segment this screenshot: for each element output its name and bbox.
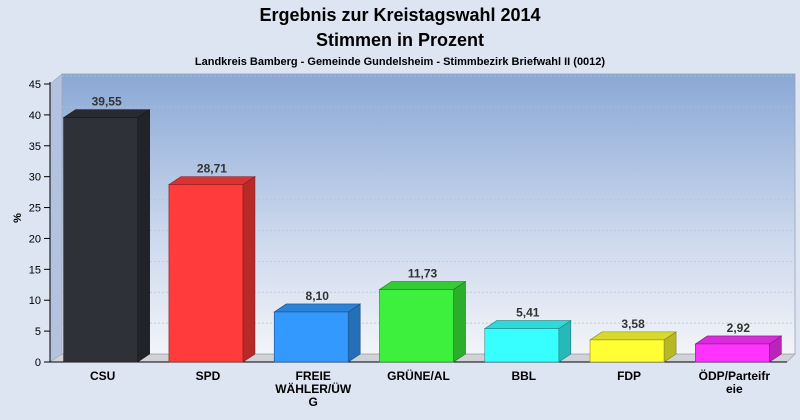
- bar-side: [242, 176, 256, 363]
- y-axis-label: %: [12, 213, 24, 223]
- bar-side: [137, 109, 150, 363]
- gridline-diag: [49, 291, 63, 301]
- bar-front: [484, 328, 560, 363]
- bar-top: [167, 176, 256, 185]
- x-tick-label: ÖDP/Parteifr: [699, 368, 771, 383]
- x-tick-label: GRÜNE/AL: [387, 368, 450, 383]
- bar-freie-wähler-üwg: [273, 303, 362, 363]
- chart-subtitle: Landkreis Bamberg - Gemeinde Gundelsheim…: [195, 56, 606, 68]
- data-label: 39,55: [92, 95, 122, 109]
- bar-front: [589, 339, 665, 363]
- plot-left-wall: [49, 73, 63, 363]
- y-tick-label: 10: [29, 295, 41, 307]
- y-tick-label: 35: [29, 141, 41, 153]
- x-tick-label: SPD: [196, 369, 221, 383]
- bar-side: [453, 280, 466, 363]
- bar-grüne-al: [378, 280, 467, 363]
- bar-side: [347, 303, 361, 363]
- y-tick-label: 5: [35, 326, 41, 338]
- data-label: 5,41: [516, 306, 540, 320]
- data-label: 2,92: [727, 321, 751, 335]
- y-tick-label: 40: [29, 110, 41, 122]
- x-tick-label: CSU: [90, 369, 115, 383]
- bar-front: [63, 117, 138, 363]
- data-label: 8,10: [306, 289, 330, 303]
- bar-top: [62, 109, 151, 118]
- x-tick-label: FDP: [617, 369, 641, 383]
- x-tick-label: BBL: [511, 369, 536, 383]
- bar-csu: [62, 109, 151, 363]
- bar-front: [379, 289, 454, 363]
- bar-top: [589, 331, 678, 341]
- bar-fdp: [589, 331, 678, 363]
- x-tick-label: G: [309, 395, 318, 409]
- y-tick-label: 45: [29, 79, 41, 91]
- x-tick-label: eie: [726, 382, 743, 396]
- data-label: 11,73: [408, 267, 438, 281]
- gridline-diag: [49, 230, 63, 239]
- gridline-diag: [49, 199, 63, 208]
- y-tick-label: 25: [29, 203, 41, 215]
- y-tick-label: 0: [35, 357, 41, 369]
- bar-front: [168, 184, 244, 363]
- bar-top: [694, 335, 783, 345]
- y-tick-label: 20: [29, 233, 41, 245]
- data-label: 28,71: [197, 162, 227, 176]
- chart-title-line2: Stimmen in Prozent: [316, 30, 484, 50]
- bar-ödp-parteifreie: [694, 335, 783, 363]
- gridline-diag: [49, 322, 63, 332]
- bar-bbl: [483, 320, 572, 363]
- y-tick-label: 30: [29, 172, 41, 184]
- gridline-diag: [49, 106, 63, 116]
- x-tick-label: WÄHLER/ÜW: [275, 381, 352, 396]
- bar-front: [273, 311, 349, 363]
- bar-top: [483, 320, 572, 329]
- chart-title: Ergebnis zur Kreistagswahl 2014: [259, 5, 540, 25]
- y-tick-label: 15: [29, 264, 41, 276]
- bar-spd: [167, 176, 256, 363]
- bar-top: [378, 281, 467, 290]
- gridline-diag: [49, 75, 63, 85]
- bar-front: [695, 343, 770, 363]
- x-tick-label: FREIE: [296, 369, 331, 383]
- gridline-diag: [49, 261, 63, 270]
- gridline-diag: [49, 137, 63, 147]
- data-label: 3,58: [621, 317, 645, 331]
- bar-top: [273, 303, 362, 313]
- gridline-diag: [49, 168, 63, 177]
